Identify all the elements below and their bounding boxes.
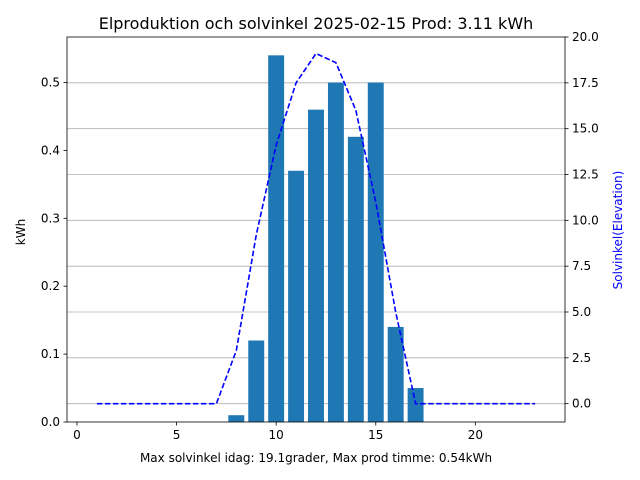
y-right-tick-label: 12.5: [572, 168, 599, 182]
y-tick-label: 0.3: [41, 211, 60, 225]
bars: [228, 55, 424, 422]
x-tick-label: 10: [269, 428, 284, 442]
y-right-tick-label: 0.0: [572, 397, 591, 411]
y-right-tick-label: 10.0: [572, 213, 599, 227]
y-axis-left: 0.0 0.1 0.2 0.3 0.4 0.5: [41, 75, 67, 429]
y-tick-label: 0.5: [41, 75, 60, 89]
x-tick-label: 15: [368, 428, 383, 442]
x-axis-label: Max solvinkel idag: 19.1grader, Max prod…: [140, 451, 492, 465]
x-axis: 0 5 10 15 20: [73, 422, 483, 442]
y-right-tick-label: 5.0: [572, 305, 591, 319]
bar: [288, 170, 305, 422]
bar: [347, 136, 364, 422]
y-tick-label: 0.4: [41, 143, 60, 157]
y-axis-right: 0.0 2.5 5.0 7.5 10.0 12.5 15.0 17.5 20.0: [565, 30, 599, 411]
bar: [367, 82, 384, 422]
y-right-tick-label: 17.5: [572, 76, 599, 90]
y-right-tick-label: 2.5: [572, 351, 591, 365]
bar: [407, 388, 424, 422]
y-axis-label: kWh: [14, 219, 28, 245]
axes-frame: [66, 36, 566, 423]
bar: [308, 109, 324, 422]
x-tick-label: 0: [73, 428, 81, 442]
y-axis-right-label: Solvinkel(Elevation): [611, 171, 625, 290]
y-right-tick-label: 15.0: [572, 122, 599, 136]
x-tick-label: 20: [468, 428, 483, 442]
bar: [387, 326, 404, 422]
chart-title: Elproduktion och solvinkel 2025-02-15 Pr…: [99, 14, 534, 33]
bar: [228, 415, 245, 422]
y-right-tick-label: 7.5: [572, 259, 591, 273]
y-tick-label: 0.2: [41, 279, 60, 293]
y-right-tick-label: 20.0: [572, 30, 599, 44]
y-tick-label: 0.1: [41, 347, 60, 361]
y-tick-label: 0.0: [41, 415, 60, 429]
x-tick-label: 5: [173, 428, 181, 442]
bar: [248, 340, 265, 422]
elevation-line: [96, 52, 536, 405]
bar: [327, 82, 344, 422]
bar: [268, 55, 285, 422]
